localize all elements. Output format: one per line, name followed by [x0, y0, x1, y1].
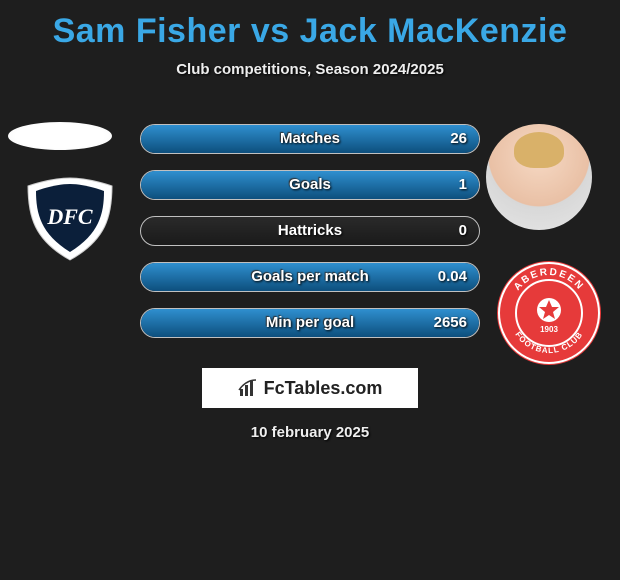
stat-right-value: 1 — [459, 171, 467, 199]
stat-row-goals: Goals 1 — [140, 170, 480, 200]
stat-label: Goals per match — [141, 263, 479, 291]
stat-label: Matches — [141, 125, 479, 153]
stat-row-min-per-goal: Min per goal 2656 — [140, 308, 480, 338]
attribution-box: FcTables.com — [202, 368, 418, 408]
left-club-monogram: DFC — [46, 204, 93, 229]
comparison-card: Sam Fisher vs Jack MacKenzie Club compet… — [0, 0, 620, 580]
season-subtitle: Club competitions, Season 2024/2025 — [0, 61, 620, 78]
attribution-text: FcTables.com — [264, 378, 383, 399]
stat-row-matches: Matches 26 — [140, 124, 480, 154]
right-player-avatar — [486, 124, 592, 230]
stat-row-goals-per-match: Goals per match 0.04 — [140, 262, 480, 292]
chart-icon — [238, 378, 258, 398]
stats-block: Matches 26 Goals 1 Hattricks 0 Goals per… — [140, 124, 480, 354]
left-player-avatar — [8, 122, 112, 150]
right-club-crest: ABERDEEN FOOTBALL CLUB 1903 — [496, 260, 602, 366]
stat-right-value: 2656 — [434, 309, 467, 337]
stat-label: Min per goal — [141, 309, 479, 337]
stat-right-value: 26 — [450, 125, 467, 153]
stat-label: Hattricks — [141, 217, 479, 245]
page-title: Sam Fisher vs Jack MacKenzie — [0, 0, 620, 51]
svg-text:1903: 1903 — [540, 325, 558, 334]
stat-right-value: 0 — [459, 217, 467, 245]
left-club-crest: DFC — [20, 176, 120, 262]
generation-date: 10 february 2025 — [0, 424, 620, 441]
stat-right-value: 0.04 — [438, 263, 467, 291]
stat-row-hattricks: Hattricks 0 — [140, 216, 480, 246]
stat-label: Goals — [141, 171, 479, 199]
